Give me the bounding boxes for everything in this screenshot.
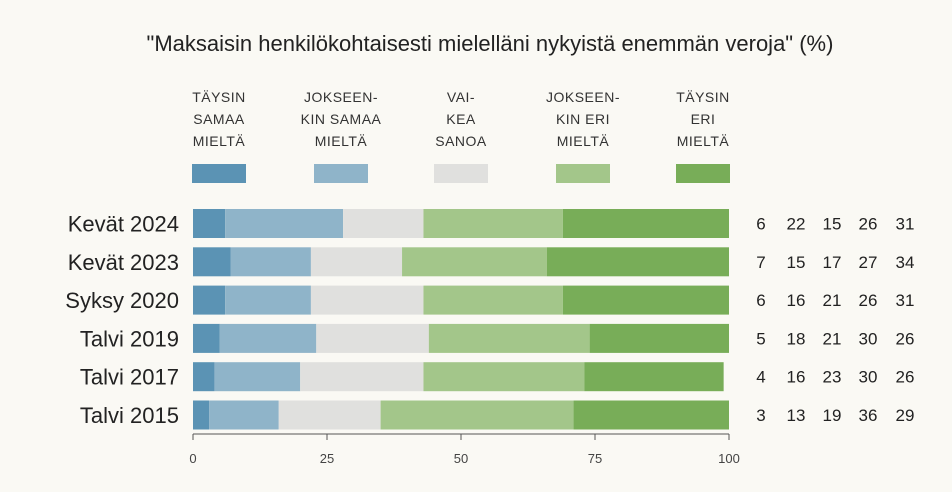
bar-kevät-2023-series-5 — [546, 247, 729, 277]
legend-label-1-line-1: TÄYSIN — [192, 89, 246, 105]
legend-label-4-line-2: KIN ERI — [556, 111, 610, 127]
bar-kevät-2023-series-4 — [402, 247, 547, 277]
bar-kevät-2024-series-5 — [562, 209, 729, 238]
value-label-kevät-2024-series-1: 6 — [756, 215, 765, 234]
bar-talvi-2019-series-1 — [193, 323, 220, 353]
category-labels: Kevät 2024 Kevät 2023 Syksy 2020 Talvi 2019… — [65, 212, 179, 429]
category-label-talvi-2015: Talvi 2015 — [80, 403, 179, 428]
value-label-talvi-2017-series-2: 16 — [787, 368, 806, 387]
value-label-kevät-2024-series-2: 22 — [787, 215, 806, 234]
legend-label-2-line-1: JOKSEEN- — [304, 89, 378, 105]
legend-label-2-line-2: KIN SAMAA — [301, 111, 382, 127]
bar-talvi-2015-series-3 — [278, 400, 381, 430]
value-label-talvi-2017-series-1: 4 — [756, 368, 765, 387]
bars — [193, 209, 729, 430]
bar-talvi-2015-series-5 — [573, 400, 729, 430]
bar-talvi-2017-series-5 — [584, 362, 724, 392]
bar-talvi-2015-series-4 — [380, 400, 574, 430]
legend-swatch-5 — [676, 164, 730, 183]
value-label-talvi-2019-series-1: 5 — [756, 329, 765, 348]
bar-talvi-2019-series-5 — [589, 323, 729, 353]
chart-title: "Maksaisin henkilökohtaisesti mielelläni… — [147, 31, 834, 56]
bar-talvi-2017-series-2 — [214, 362, 301, 392]
bar-talvi-2019-series-3 — [316, 323, 429, 353]
value-label-syksy-2020-series-1: 6 — [756, 291, 765, 310]
bar-kevät-2024-series-4 — [423, 209, 563, 238]
legend-label-5-line-3: MIELTÄ — [677, 133, 730, 149]
value-label-talvi-2017-series-3: 23 — [823, 368, 842, 387]
bar-talvi-2019-series-4 — [428, 323, 590, 353]
legend-swatch-3 — [434, 164, 488, 183]
bar-syksy-2020-series-2 — [225, 285, 311, 315]
category-label-kevät-2023: Kevät 2023 — [68, 250, 179, 275]
x-tick-label-75: 75 — [588, 451, 602, 466]
value-label-kevät-2023-series-3: 17 — [823, 253, 842, 272]
legend-label-3-line-2: KEA — [446, 111, 476, 127]
legend-label-5-line-1: TÄYSIN — [676, 89, 730, 105]
x-tick-label-25: 25 — [320, 451, 334, 466]
value-label-kevät-2023-series-5: 34 — [896, 253, 915, 272]
value-label-talvi-2015-series-5: 29 — [896, 406, 915, 425]
bar-talvi-2019-series-2 — [219, 323, 317, 353]
legend-label-3-line-3: SANOA — [435, 133, 487, 149]
category-label-kevät-2024: Kevät 2024 — [68, 212, 179, 237]
category-label-talvi-2019: Talvi 2019 — [80, 326, 179, 351]
bar-kevät-2024-series-2 — [225, 209, 344, 238]
x-tick-label-50: 50 — [454, 451, 468, 466]
bar-talvi-2015-series-2 — [209, 400, 279, 430]
bar-kevät-2023-series-1 — [193, 247, 231, 277]
bar-talvi-2017-series-1 — [193, 362, 215, 392]
legend-label-3-line-1: VAI- — [447, 89, 475, 105]
category-label-syksy-2020: Syksy 2020 — [65, 288, 179, 313]
value-label-syksy-2020-series-2: 16 — [787, 291, 806, 310]
value-label-kevät-2023-series-1: 7 — [756, 253, 765, 272]
value-label-talvi-2019-series-2: 18 — [787, 329, 806, 348]
bar-syksy-2020-series-5 — [562, 285, 729, 315]
legend: TÄYSIN SAMAA MIELTÄ JOKSEEN- KIN SAMAA MIELTÄ… — [192, 89, 730, 183]
value-label-kevät-2023-series-2: 15 — [787, 253, 806, 272]
category-label-talvi-2017: Talvi 2017 — [80, 365, 179, 390]
legend-label-5-line-2: ERI — [691, 111, 716, 127]
value-label-kevät-2023-series-4: 27 — [859, 253, 878, 272]
bar-kevät-2023-series-3 — [310, 247, 403, 277]
legend-label-2-line-3: MIELTÄ — [315, 133, 368, 149]
value-label-talvi-2015-series-1: 3 — [756, 406, 765, 425]
legend-swatch-4 — [556, 164, 610, 183]
legend-label-4-line-1: JOKSEEN- — [546, 89, 620, 105]
legend-label-1-line-2: SAMAA — [193, 111, 245, 127]
value-label-syksy-2020-series-4: 26 — [859, 291, 878, 310]
bar-syksy-2020-series-4 — [423, 285, 563, 315]
value-label-kevät-2024-series-5: 31 — [896, 215, 915, 234]
value-label-kevät-2024-series-4: 26 — [859, 215, 878, 234]
value-label-talvi-2019-series-4: 30 — [859, 329, 878, 348]
bar-talvi-2017-series-4 — [423, 362, 585, 392]
bar-kevät-2023-series-2 — [230, 247, 311, 277]
value-label-talvi-2019-series-5: 26 — [896, 329, 915, 348]
value-label-talvi-2015-series-2: 13 — [787, 406, 806, 425]
value-label-syksy-2020-series-3: 21 — [823, 291, 842, 310]
bar-syksy-2020-series-3 — [310, 285, 424, 315]
value-label-talvi-2015-series-4: 36 — [859, 406, 878, 425]
value-labels: 6 22 15 26 31 7 15 17 27 34 6 16 21 26 31 5 18 21 30 26 4 16 2… — [756, 215, 914, 426]
value-label-talvi-2019-series-3: 21 — [823, 329, 842, 348]
bar-talvi-2015-series-1 — [193, 400, 210, 430]
value-label-talvi-2015-series-3: 19 — [823, 406, 842, 425]
value-label-kevät-2024-series-3: 15 — [823, 215, 842, 234]
bar-talvi-2017-series-3 — [300, 362, 424, 392]
x-tick-label-100: 100 — [718, 451, 740, 466]
x-axis: 0 25 50 75 100 — [189, 433, 740, 466]
value-label-syksy-2020-series-5: 31 — [896, 291, 915, 310]
legend-swatch-2 — [314, 164, 368, 183]
value-label-talvi-2017-series-5: 26 — [896, 368, 915, 387]
x-tick-label-0: 0 — [189, 451, 196, 466]
bar-kevät-2024-series-1 — [193, 209, 226, 238]
value-label-talvi-2017-series-4: 30 — [859, 368, 878, 387]
legend-label-4-line-3: MIELTÄ — [557, 133, 610, 149]
bar-kevät-2024-series-3 — [343, 209, 424, 238]
bar-syksy-2020-series-1 — [193, 285, 226, 315]
legend-swatch-1 — [192, 164, 246, 183]
legend-label-1-line-3: MIELTÄ — [193, 133, 246, 149]
